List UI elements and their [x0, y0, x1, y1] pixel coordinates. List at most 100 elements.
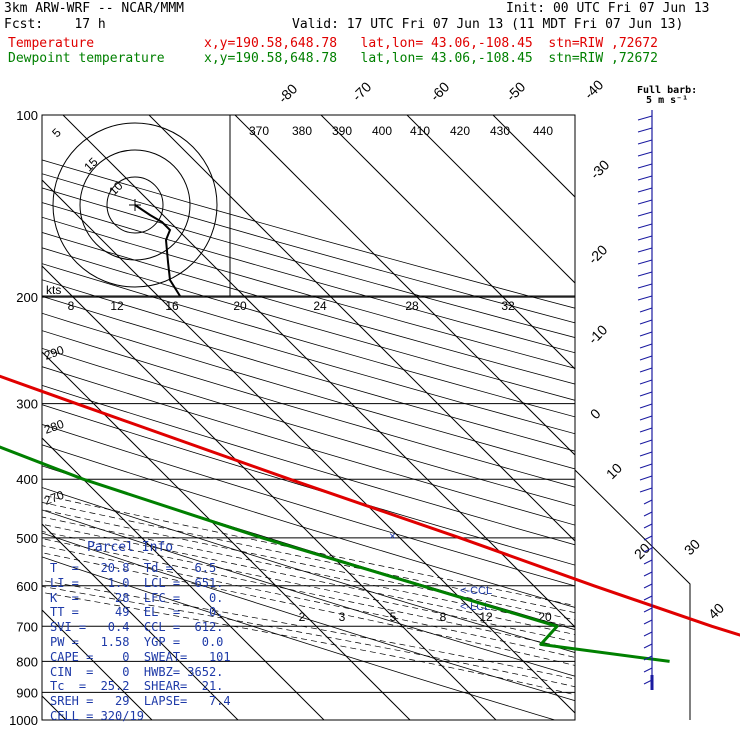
- dry-adiabat-line: [42, 247, 575, 401]
- dry-adiabat-line: [42, 532, 575, 702]
- wind-barb: [643, 523, 653, 529]
- theta-e-label: 370: [249, 124, 269, 138]
- upper-scale-label: 12: [110, 299, 124, 313]
- isotherm-label: 20: [631, 540, 653, 562]
- lower-frame: [574, 469, 691, 720]
- wind-barb: [643, 667, 653, 673]
- isotherm-label: 30: [681, 536, 703, 558]
- wind-barb: [637, 139, 653, 145]
- pressure-tick-label: 200: [16, 290, 38, 305]
- ccl-annotation: <-CCL: [460, 585, 492, 597]
- hodograph-kts-label: kts: [46, 283, 61, 297]
- wind-barb: [643, 655, 653, 661]
- dry-adiabat-line: [42, 330, 575, 488]
- dry-adiabat-label: 270: [42, 488, 66, 508]
- isotherm-label: -30: [587, 156, 613, 182]
- dry-adiabat-line: [42, 231, 575, 385]
- wind-barb: [643, 595, 653, 601]
- model-title: 3km ARW-WRF -- NCAR/MMM: [4, 1, 185, 16]
- dry-adiabat-line: [42, 312, 575, 470]
- isotherm-label: 40: [705, 600, 727, 622]
- parcel-info-row: CIN = 0 HWBZ= 3652.: [50, 664, 224, 679]
- pressure-tick-label: 1000: [9, 713, 38, 728]
- dry-adiabat-line: [42, 347, 575, 507]
- wind-barb: [639, 487, 653, 493]
- wind-barb: [643, 571, 653, 577]
- isotherm-label: -10: [585, 321, 611, 347]
- dry-adiabat-line: [42, 444, 575, 608]
- parcel-info-row: PW = 1.58 YGP = 0.0: [50, 635, 224, 649]
- theta-e-label: 430: [490, 124, 510, 138]
- pressure-tick-label: 500: [16, 531, 38, 546]
- wind-barb: [643, 559, 653, 565]
- mixing-ratio-label: 5: [390, 610, 397, 624]
- wind-barb: [639, 475, 653, 481]
- dry-adiabat-line: [42, 509, 575, 677]
- wind-barb: [643, 643, 653, 649]
- barb-note-line1: Full barb:: [637, 85, 698, 96]
- isotherm-line: [62, 115, 575, 628]
- pressure-tick-label: 800: [16, 654, 38, 669]
- dry-adiabat-label: 280: [42, 417, 66, 437]
- wind-barb: [637, 223, 653, 229]
- dry-adiabat-label: 290: [42, 343, 66, 363]
- mixing-ratio-label: 2: [299, 610, 306, 624]
- isotherm-line: [234, 115, 575, 456]
- wind-barb: [643, 511, 653, 517]
- wind-barb: [637, 175, 653, 181]
- moist-adiabat-line: [42, 586, 575, 688]
- dry-adiabat-line: [42, 423, 575, 587]
- isotherm-line: [406, 115, 575, 284]
- isotherm-line: [42, 351, 411, 720]
- parcel-info-row: LI = 1.0 LCL = 651.: [50, 575, 224, 590]
- upper-scale-label: 16: [165, 299, 179, 313]
- wind-barb: [639, 307, 653, 313]
- upper-scale-label: 24: [313, 299, 327, 313]
- parcel-info-row: SREH = 29 LAPSE= 7.4: [50, 694, 231, 709]
- wind-barb: [637, 163, 653, 169]
- hodograph-ring: [79, 149, 191, 261]
- isotherm-line: [492, 115, 575, 198]
- mixing-ratio-label: 8: [440, 610, 447, 624]
- wind-barb: [639, 319, 653, 325]
- parcel-info-row: TT = 49 EL = 0.: [50, 605, 224, 620]
- isotherm-label: -40: [581, 76, 607, 102]
- dry-adiabat-line: [42, 556, 556, 720]
- parcel-info-row: CAPE = 0 SWEAT= 101: [50, 649, 231, 664]
- theta-e-label: 440: [533, 124, 553, 138]
- temperature-legend-label: Temperature: [8, 36, 95, 51]
- isotherm-line: [42, 523, 239, 720]
- hodograph-ring-label: 15: [81, 155, 101, 175]
- wind-barb: [637, 211, 653, 217]
- barb-note-line2: 5 m s⁻¹: [646, 95, 689, 106]
- wind-barb: [639, 463, 653, 469]
- dewpoint-profile: [0, 445, 670, 663]
- pressure-tick-label: 100: [16, 108, 38, 123]
- pressure-tick-label: 700: [16, 619, 38, 634]
- isotherm-label: -20: [585, 241, 611, 267]
- dry-adiabat-line: [42, 295, 575, 452]
- wind-barb: [637, 151, 653, 157]
- hodograph-trace: [134, 204, 181, 297]
- wind-barb: [639, 331, 653, 337]
- theta-e-label: 420: [450, 124, 470, 138]
- dry-adiabat-line: [42, 404, 575, 566]
- dry-adiabat-line: [42, 216, 575, 369]
- hodograph-ring-label: 5: [49, 125, 64, 140]
- theta-e-label: 390: [332, 124, 352, 138]
- isotherm-line: [320, 115, 575, 370]
- wind-barb: [643, 547, 653, 553]
- wind-barb: [643, 619, 653, 625]
- hodograph-ring: [106, 176, 164, 234]
- pressure-tick-label: 300: [16, 397, 38, 412]
- parcel-info-row: T = 20.8 Td = 6.5: [50, 561, 217, 575]
- wind-barb: [637, 187, 653, 193]
- wind-barb: [639, 367, 653, 373]
- wind-barb: [643, 607, 653, 613]
- mixing-ratio-label: 12: [479, 610, 493, 624]
- wind-barb: [637, 283, 653, 289]
- mixing-ratio-label: 3: [339, 610, 346, 624]
- dewpoint-legend-info: x,y=190.58,648.78 lat,lon= 43.06,-108.45…: [204, 51, 658, 66]
